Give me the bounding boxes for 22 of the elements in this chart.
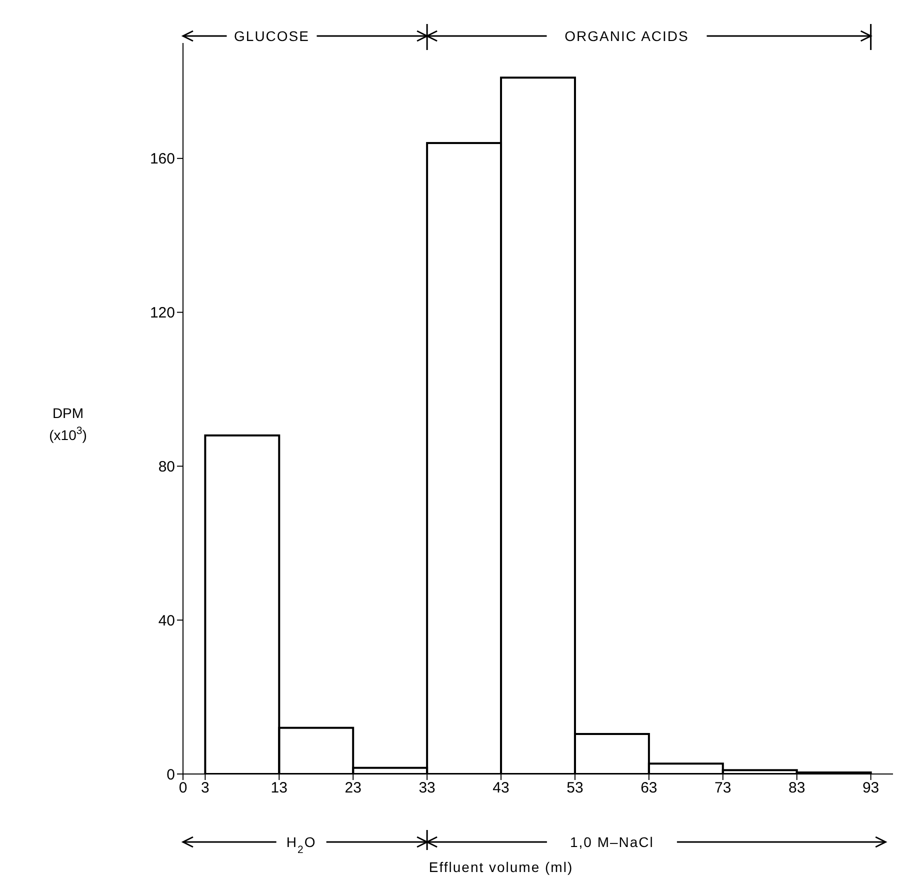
x-tick-label: 63 xyxy=(640,780,658,797)
x-tick-label: 13 xyxy=(270,780,288,797)
x-tick-label: 53 xyxy=(566,780,584,797)
y-axis-title: DPM (x10$^{3}$) xyxy=(49,405,87,443)
annotation: ORGANIC ACIDS xyxy=(564,28,689,44)
x-tick-label: 3 xyxy=(201,780,210,797)
x-tick-label: 0 xyxy=(178,780,188,797)
y-tick-label: 120 xyxy=(150,304,175,322)
x-tick-label: 43 xyxy=(492,780,510,797)
x-axis-title: Effluent volume (ml) xyxy=(428,859,574,875)
x-tick-label: 73 xyxy=(714,780,732,797)
y-tick-label: 80 xyxy=(158,458,175,476)
x-tick-label: 23 xyxy=(344,780,362,797)
x-tick-label: 93 xyxy=(862,780,880,797)
text: 1,0 M–NaCl xyxy=(570,834,654,850)
y-tick-label: 0 xyxy=(166,766,175,784)
x-tick-label: 83 xyxy=(788,780,806,797)
text: H$_{2}$O xyxy=(286,834,316,856)
x-tick-label: 33 xyxy=(418,780,436,797)
y-tick-label: 160 xyxy=(150,150,175,168)
y-tick-label: 40 xyxy=(158,612,175,630)
annotation: GLUCOSE xyxy=(234,28,310,44)
